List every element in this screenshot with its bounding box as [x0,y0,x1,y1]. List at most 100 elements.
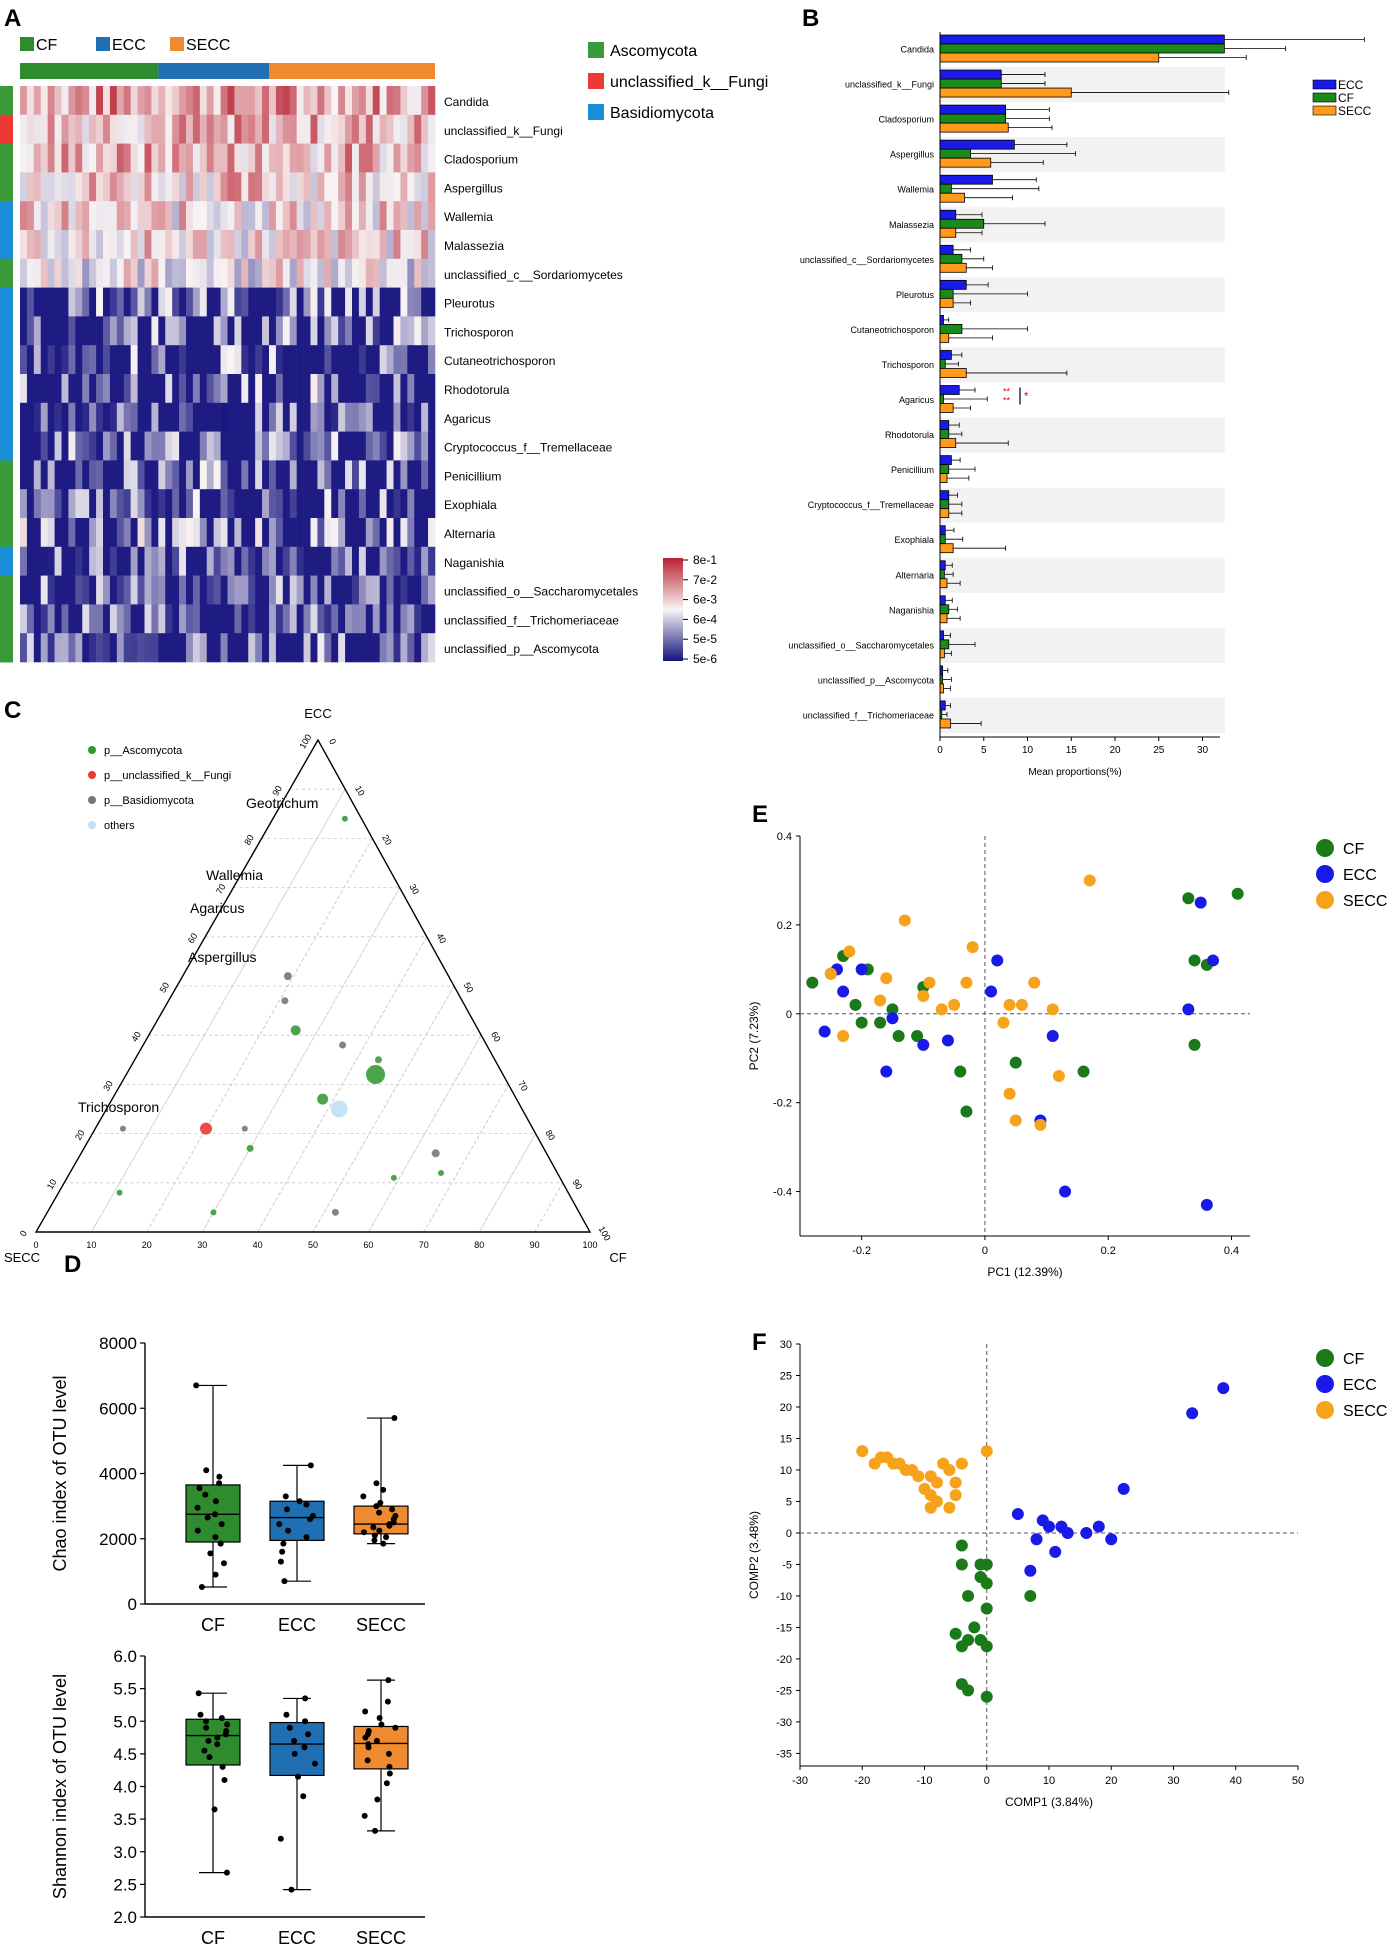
heatmap-cell [379,431,387,461]
heatmap-cell [227,402,235,432]
heatmap-cell [116,114,125,144]
heatmap-cell [324,143,332,173]
heatmap-cell [179,460,187,490]
heatmap-cell [386,201,394,231]
heatmap-cell [103,546,111,576]
heatmap-cell [172,460,180,490]
heatmap-cell [372,460,380,490]
heatmap-cell [317,431,325,461]
heatmap-cell [289,86,297,116]
heatmap-cell [324,460,332,490]
heatmap-cell [144,489,152,519]
scatter-point [923,976,936,989]
heatmap-cell [172,86,180,116]
bar [939,87,1072,98]
heatmap-cell [310,345,318,375]
heatmap-cell [47,287,55,317]
heatmap-cell [158,316,166,346]
heatmap-cell [40,287,48,317]
bar-category-label: Exophiala [894,535,934,545]
heatmap-cell [165,575,173,605]
heatmap-cell [192,143,201,173]
heatmap-cell [255,86,263,116]
heatmap-cell [26,143,35,173]
heatmap-cell [358,460,367,490]
tick-label-bottom: 90 [530,1240,540,1250]
heatmap-cell [186,114,194,144]
heatmap-cell [47,518,55,548]
heatmap-cell [54,374,62,404]
heatmap-cell [338,374,346,404]
heatmap-cell [26,575,35,605]
heatmap-cell [89,374,97,404]
heatmap-cell [275,460,284,490]
heatmap-cell [310,431,318,461]
heatmap-cell [303,575,311,605]
ternary-point [210,1209,217,1216]
heatmap-cell [82,258,90,288]
heatmap-cell [255,633,263,663]
heatmap-cell [158,460,166,490]
heatmap-cell [269,604,277,634]
heatmap-cell [33,431,42,461]
heatmap-cell [428,518,436,548]
data-point [360,1529,367,1536]
heatmap-cell [365,114,374,144]
heatmap-cell [338,604,346,634]
heatmap-cell [262,431,270,461]
data-point [277,1835,284,1842]
heatmap-cell [213,402,221,432]
y-tick-label: -20 [776,1654,792,1666]
heatmap-cell [220,489,228,519]
heatmap-cell [269,201,277,231]
heatmap-cell [400,546,408,576]
heatmap-cell [248,518,256,548]
tick-label-left: 80 [242,833,256,847]
heatmap-cell [338,143,346,173]
heatmap-cell [192,287,201,317]
heatmap-cell [20,114,28,144]
heatmap-cell [116,86,125,116]
heatmap-cell [234,518,242,548]
heatmap-cell [296,316,304,346]
heatmap-cell [158,374,166,404]
heatmap-cell [400,86,408,116]
heatmap-cell [269,460,277,490]
heatmap-cell [248,633,256,663]
heatmap-row-label: Pleurotus [444,297,495,311]
bar [939,297,954,308]
heatmap-cell [296,431,304,461]
heatmap-cell [303,230,311,260]
heatmap-cell [206,604,214,634]
heatmap-cell [123,431,131,461]
heatmap-cell [407,201,415,231]
heatmap-cell [421,172,429,202]
heatmap-cell [393,345,401,375]
row-phylum-bar [0,489,13,519]
legend-dot [1316,1401,1334,1419]
heatmap-cell [358,604,367,634]
heatmap-cell [358,345,367,375]
heatmap-cell [172,575,180,605]
heatmap-cell [213,345,221,375]
y-tick-label: 2000 [99,1530,137,1549]
heatmap-cell [345,114,353,144]
heatmap-cell [26,604,35,634]
heatmap-cell [234,431,242,461]
heatmap-cell [109,431,118,461]
heatmap-cell [358,402,367,432]
heatmap-cell [151,316,159,346]
heatmap-cell [234,172,242,202]
heatmap-cell [421,633,429,663]
tick-label-bottom: 20 [142,1240,152,1250]
heatmap-cell [54,258,62,288]
heatmap-cell [158,143,166,173]
heatmap-cell [130,143,138,173]
sig-marker: * [1024,391,1029,403]
heatmap-cell [130,546,138,576]
heatmap-cell [269,575,277,605]
heatmap-cell [68,546,76,576]
heatmap-cell [186,431,194,461]
heatmap-cell [289,201,297,231]
heatmap-cell [248,546,256,576]
